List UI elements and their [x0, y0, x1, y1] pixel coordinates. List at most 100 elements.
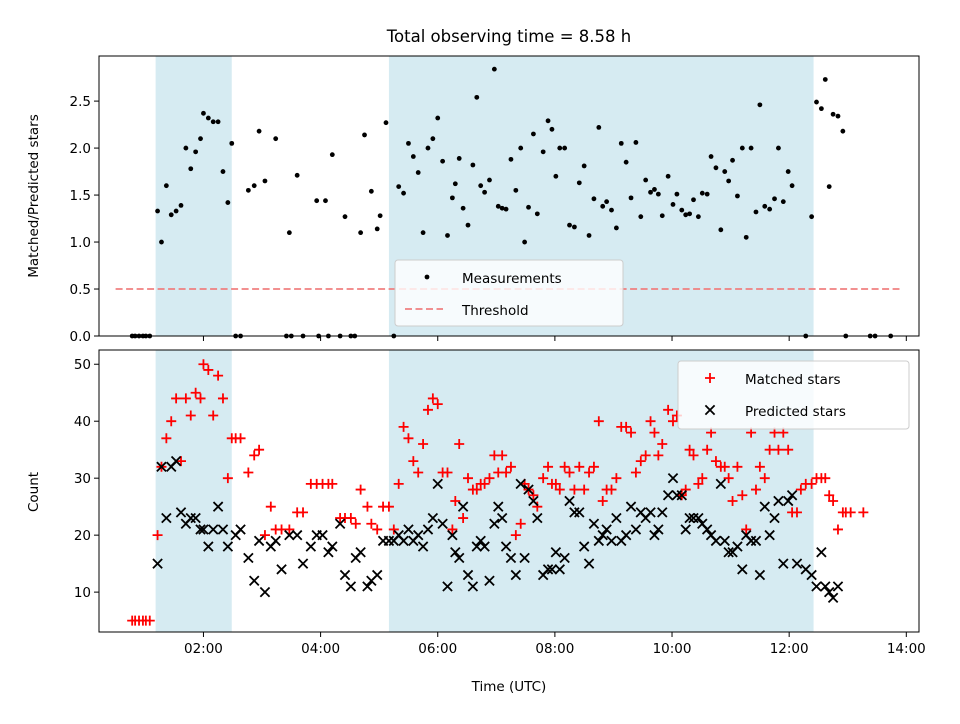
y-tick-label: 1.0 [70, 235, 91, 251]
measurement-point [638, 214, 644, 220]
matched-star-point [222, 473, 233, 484]
measurement-point [753, 209, 759, 215]
matched-star-point [442, 467, 453, 478]
matched-star-point [653, 450, 664, 461]
measurement-point [776, 145, 781, 151]
matched-star-point [697, 473, 708, 484]
matched-star-point [791, 507, 802, 518]
matched-star-point [171, 393, 182, 404]
matched-star-point [554, 484, 565, 495]
predicted-star-point [510, 569, 522, 581]
measurement-point [789, 183, 795, 189]
matched-star-point [702, 444, 713, 455]
predicted-star-point [291, 529, 303, 541]
matched-star-point [828, 495, 839, 506]
measurement-point [482, 189, 487, 195]
measurement-point [220, 169, 226, 174]
matched-star-point [463, 473, 473, 484]
measurement-point [396, 184, 402, 190]
measurement-point [704, 191, 710, 197]
predicted-star-point [484, 575, 495, 586]
measurement-point [581, 163, 587, 169]
matched-star-point [543, 461, 554, 472]
measurement-point [553, 173, 559, 179]
measurement-point [596, 125, 602, 130]
predicted-star-point [737, 564, 748, 575]
measurement-point [762, 203, 768, 209]
measurement-point [460, 205, 466, 211]
matched-star-point [663, 404, 674, 415]
matched-star-point [284, 524, 295, 535]
matched-star-point [626, 427, 637, 438]
matched-star-point [413, 467, 424, 478]
measurement-point [840, 128, 846, 134]
legend: Matched stars Predicted stars [677, 360, 910, 430]
measurement-point [767, 206, 773, 212]
predicted-star-point [253, 535, 265, 547]
measurement-point [508, 156, 514, 162]
measurement-point [718, 227, 724, 233]
predicted-star-point [693, 512, 704, 524]
measurement-point [735, 193, 740, 199]
measurement-point [456, 156, 462, 161]
measurement-point [329, 152, 335, 158]
predicted-star-point [515, 478, 526, 490]
x-tick-label: 10:00 [653, 641, 692, 657]
measurement-point [557, 145, 563, 151]
matched-star-point [559, 461, 570, 472]
measurement-point [531, 131, 536, 137]
predicted-star-point [519, 552, 530, 564]
measurement-point [713, 165, 719, 171]
matched-star-point [180, 393, 191, 404]
legend-marker-predicted [704, 404, 716, 416]
measurement-point [513, 187, 519, 193]
predicted-star-point [764, 529, 775, 541]
predicted-star-point [559, 552, 570, 564]
measurement-point [655, 191, 661, 197]
predicted-star-point [505, 552, 517, 564]
predicted-star-point [820, 581, 831, 592]
predicted-star-point [198, 524, 209, 535]
predicted-star-point [195, 524, 206, 535]
bottom-panel: 10 20 30 40 50 02:00 04:00 06:00 08:00 10:00 12:00… [74, 349, 926, 657]
measurement-point [183, 145, 189, 151]
measurement-point [665, 173, 671, 179]
matched-star-point [858, 507, 869, 518]
matched-star-point [564, 467, 575, 478]
matched-star-point [732, 461, 743, 472]
y-tick-label: 0.5 [70, 282, 91, 298]
matched-star-point [144, 615, 155, 626]
measurement-point [163, 183, 169, 189]
predicted-star-point [190, 512, 201, 524]
measurement-point [618, 140, 624, 146]
predicted-star-point [550, 547, 562, 558]
predicted-star-point [778, 558, 789, 569]
predicted-star-point [649, 529, 660, 541]
y-tick-label: 50 [74, 357, 91, 373]
predicted-star-point [175, 507, 187, 518]
measurement-point [708, 154, 714, 159]
predicted-star-point [583, 558, 595, 569]
predicted-star-point [248, 575, 260, 586]
predicted-star-point [578, 541, 590, 552]
matched-star-point [152, 530, 163, 541]
measurement-point [691, 197, 696, 203]
predicted-star-point [412, 529, 424, 541]
measurement-point [739, 145, 745, 151]
measurement-point [628, 195, 634, 201]
predicted-star-point [327, 541, 338, 552]
measurement-point [256, 128, 262, 134]
predicted-star-point [432, 478, 443, 490]
predicted-star-point [620, 529, 632, 541]
measurement-point [534, 211, 540, 217]
measurement-point [449, 195, 455, 201]
measurement-point [178, 202, 184, 208]
matched-star-point [597, 495, 608, 506]
matched-star-point [398, 421, 409, 432]
matched-star-point [366, 518, 377, 529]
measurement-point [210, 119, 216, 125]
matched-star-point [471, 484, 482, 495]
matched-star-point [345, 513, 356, 524]
matched-star-point [447, 524, 458, 535]
